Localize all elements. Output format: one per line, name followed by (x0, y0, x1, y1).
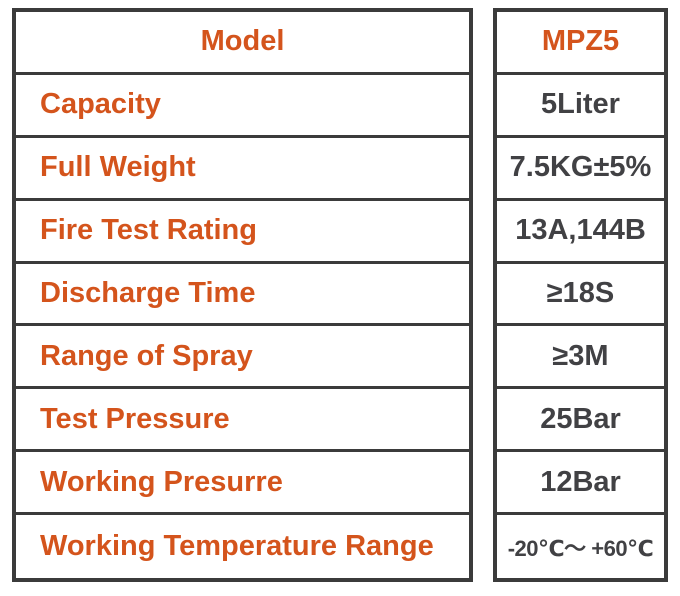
value-column: MPZ5 5Liter 7.5KG±5% 13A,144B ≥18S ≥3M 25Bar 12… (493, 8, 668, 582)
label-text: Test Pressure (40, 402, 230, 435)
label-cell: Capacity (16, 75, 469, 138)
spec-table: Model Capacity Full Weight Fire Test Rating… (12, 8, 668, 582)
label-text: Working Temperature Range (40, 530, 434, 563)
label-cell: Fire Test Rating (16, 201, 469, 264)
value-text: 25Bar (540, 402, 621, 435)
value-cell: 12Bar (497, 452, 664, 516)
label-cell: Working Temperature Range (16, 515, 469, 578)
value-text: ≥18S (546, 276, 615, 309)
value-text: 7.5KG±5% (509, 151, 652, 184)
label-cell: Range of Spray (16, 326, 469, 390)
label-column: Model Capacity Full Weight Fire Test Rating… (12, 8, 473, 582)
label-text: Range of Spray (40, 339, 253, 372)
value-cell: 13A,144B (497, 201, 664, 264)
column-divider-gap (473, 8, 493, 582)
value-text: ≥3M (552, 339, 609, 372)
value-cell: ≥3M (497, 326, 664, 390)
label-cell: Full Weight (16, 138, 469, 201)
label-cell: Test Pressure (16, 389, 469, 453)
value-cell: 25Bar (497, 389, 664, 453)
label-cell: Working Presurre (16, 452, 469, 516)
label-cell: Model (16, 12, 469, 75)
label-text: Model (200, 25, 285, 58)
value-cell: 7.5KG±5% (497, 138, 664, 201)
value-cell: ≥18S (497, 264, 664, 327)
label-text: Fire Test Rating (40, 214, 257, 247)
label-text: Discharge Time (40, 276, 256, 309)
label-cell: Discharge Time (16, 264, 469, 327)
value-text: 5Liter (541, 88, 620, 121)
value-cell: MPZ5 (497, 12, 664, 75)
label-text: Capacity (40, 88, 161, 121)
value-text: 12Bar (540, 465, 621, 498)
label-text: Full Weight (40, 151, 196, 184)
value-cell: 5Liter (497, 75, 664, 138)
value-text: -20℃～ +60℃ (507, 535, 654, 561)
value-cell: -20℃～ +60℃ (497, 515, 664, 578)
value-text: 13A,144B (515, 214, 646, 247)
label-text: Working Presurre (40, 465, 283, 498)
value-text: MPZ5 (541, 25, 620, 58)
